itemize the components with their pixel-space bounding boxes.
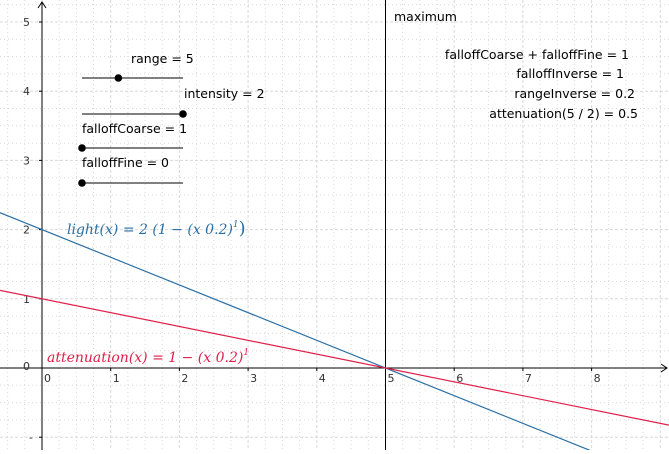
readouts: falloffCoarse + falloffFine = 1 falloffI… — [445, 47, 638, 121]
attenuation-label-main: attenuation(x) = 1 − (x 0.2) — [47, 350, 243, 366]
x-tick-label: 3 — [250, 372, 257, 385]
readout-falloff-inverse: falloffInverse = 1 — [516, 66, 624, 81]
x-tick-label: 0 — [44, 372, 51, 385]
x-tick-label: 6 — [456, 372, 463, 385]
light-function-line[interactable] — [0, 212, 669, 454]
slider-fallofffine-label: falloffFine = 0 — [82, 155, 169, 170]
slider-range-handle[interactable] — [114, 74, 123, 82]
y-tick-label: 2 — [23, 224, 30, 237]
slider-falloffcoarse[interactable]: falloffCoarse = 1 — [78, 121, 187, 152]
maximum-label: maximum — [394, 9, 457, 24]
slider-intensity-handle[interactable] — [179, 110, 187, 118]
slider-range-label: range = 5 — [131, 51, 194, 66]
svg-text:light(x) = 2 (1 − (x 0.2)1): light(x) = 2 (1 − (x 0.2)1) — [67, 218, 246, 239]
attenuation-function-label: attenuation(x) = 1 − (x 0.2)1 — [47, 348, 249, 366]
x-axis-arrow — [660, 363, 668, 373]
x-tick-label: 7 — [525, 372, 532, 385]
x-tick-label: 5 — [388, 372, 395, 385]
attenuation-function-line[interactable] — [0, 289, 669, 426]
slider-falloffcoarse-label: falloffCoarse = 1 — [82, 121, 187, 136]
light-label-main: light(x) = 2 (1 − (x 0.2) — [67, 222, 233, 238]
light-label-close: ) — [239, 218, 246, 239]
readout-attenuation-value: attenuation(5 / 2) = 0.5 — [489, 106, 638, 121]
y-tick-label: 4 — [23, 85, 30, 98]
attenuation-label-exponent: 1 — [243, 348, 249, 358]
svg-text:attenuation(x) = 1 − (x 0.2): attenuation(x) = 1 − (x 0.2)1 — [47, 348, 249, 366]
slider-falloffcoarse-handle[interactable] — [78, 144, 86, 152]
readout-range-inverse: rangeInverse = 0.2 — [514, 86, 635, 101]
light-label-exponent: 1 — [233, 220, 239, 230]
slider-fallofffine[interactable]: falloffFine = 0 — [78, 155, 183, 187]
x-tick-label: 2 — [181, 372, 188, 385]
readout-falloff-sum: falloffCoarse + falloffFine = 1 — [445, 47, 629, 62]
y-tick-label-negative: - — [29, 431, 33, 444]
x-tick-label: 1 — [113, 372, 120, 385]
x-tick-label: 4 — [319, 372, 326, 385]
y-tick-label-zero: 0 — [23, 360, 30, 373]
slider-intensity-label: intensity = 2 — [184, 86, 265, 101]
y-tick-label: 3 — [23, 154, 30, 167]
y-axis-arrow — [37, 1, 47, 9]
slider-intensity[interactable]: intensity = 2 — [82, 86, 265, 118]
y-tick-label: 1 — [23, 293, 30, 306]
x-tick-label: 8 — [594, 372, 601, 385]
slider-range[interactable]: range = 5 — [82, 51, 194, 82]
slider-fallofffine-handle[interactable] — [78, 179, 86, 187]
y-tick-label: 5 — [23, 16, 30, 29]
tick-labels: 0 1 2 3 4 5 6 7 8 1 2 3 4 5 0 - — [23, 16, 601, 444]
light-function-label: light(x) = 2 (1 − (x 0.2)1) — [67, 218, 246, 239]
